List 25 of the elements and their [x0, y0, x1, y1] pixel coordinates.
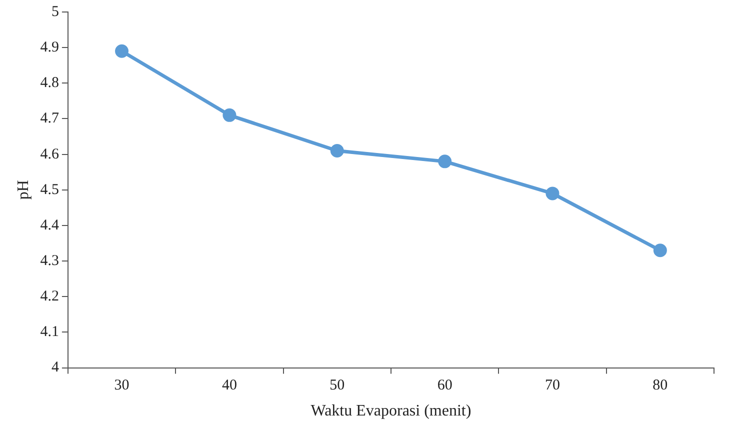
y-tick-label: 4.3 — [40, 252, 59, 269]
y-tick-label: 4.6 — [40, 146, 60, 162]
y-tick-label: 4.8 — [40, 75, 59, 92]
y-tick-label: 4.1 — [40, 324, 59, 340]
x-tick-label: 50 — [330, 378, 345, 394]
point — [222, 108, 236, 122]
y-tick-label: 4.4 — [40, 217, 60, 234]
x-tick-label: 30 — [114, 378, 130, 394]
point — [438, 154, 452, 168]
y-axis-title: pH — [14, 180, 32, 200]
y-tick-label: 4.5 — [40, 182, 59, 198]
y-tick-label: 4.9 — [40, 40, 59, 56]
y-tick-label: 4.2 — [40, 288, 59, 305]
x-axis-title: Waktu Evaporasi (menit) — [310, 402, 472, 420]
point — [115, 44, 129, 58]
x-tick-label: 60 — [437, 378, 452, 394]
x-tick-label: 40 — [222, 378, 237, 394]
y-tick-label: 4 — [51, 360, 60, 376]
point — [330, 144, 344, 158]
x-tick-label: 70 — [544, 378, 560, 394]
point — [653, 244, 667, 258]
y-tick-label: 5 — [51, 4, 59, 20]
x-tick-label: 80 — [652, 378, 668, 394]
y-tick-label: 4.7 — [40, 110, 60, 127]
point — [546, 186, 560, 200]
